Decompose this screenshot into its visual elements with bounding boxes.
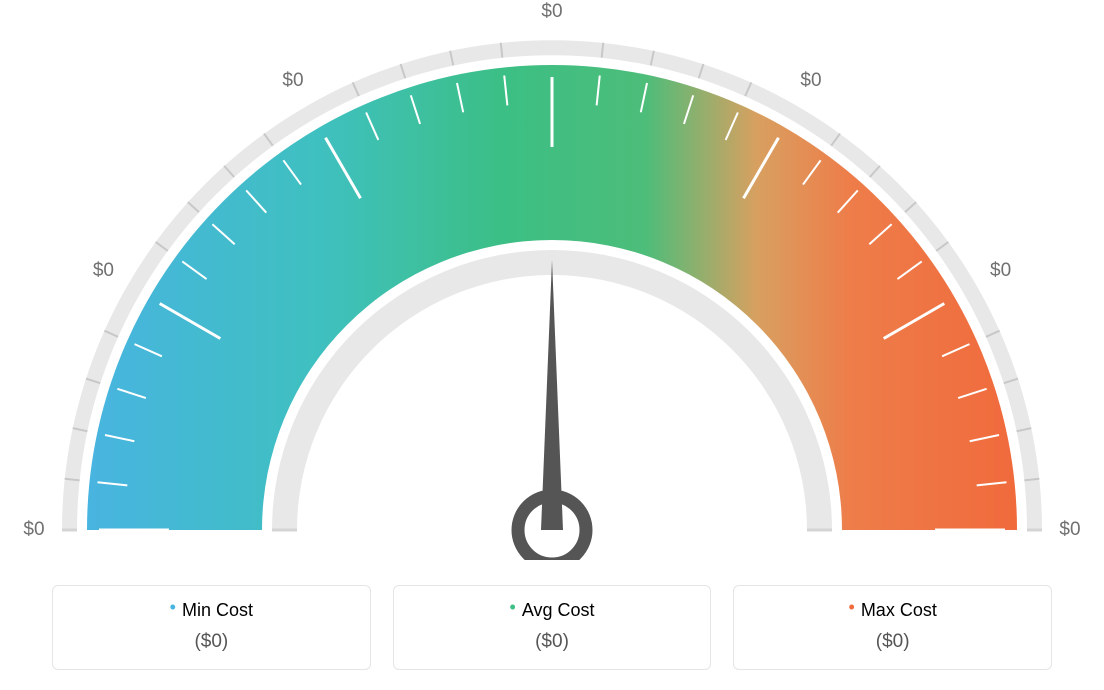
tick-label: $0 [23,519,44,541]
legend-value-min: ($0) [63,631,360,653]
legend-row: • Min Cost ($0) • Avg Cost ($0) • Max Cost … [52,585,1052,670]
legend-label-avg: • Avg Cost [404,600,701,621]
legend-value-max: ($0) [744,631,1041,653]
tick-label: $0 [93,260,114,282]
legend-label-min-text: Min Cost [182,600,253,620]
legend-label-avg-text: Avg Cost [522,600,595,620]
legend-label-max: • Max Cost [744,600,1041,621]
legend-label-min: • Min Cost [63,600,360,621]
tick-label: $0 [990,260,1011,282]
tick-label: $0 [1059,519,1080,541]
legend-dot-avg: • [510,597,516,618]
tick-label: $0 [800,70,821,92]
legend-value-avg: ($0) [404,631,701,653]
tick-label: $0 [541,1,562,23]
legend-label-max-text: Max Cost [861,600,937,620]
tick-label: $0 [282,70,303,92]
cost-gauge-widget: $0 $0 $0 $0 $0 $0 $0 • Min Cost ($0) • Avg Cost … [0,0,1104,690]
gauge-area: $0 $0 $0 $0 $0 $0 $0 [0,0,1104,560]
legend-card-min: • Min Cost ($0) [52,585,371,670]
legend-card-avg: • Avg Cost ($0) [393,585,712,670]
legend-card-max: • Max Cost ($0) [733,585,1052,670]
gauge-svg [0,0,1104,560]
legend-dot-min: • [170,597,176,618]
legend-dot-max: • [849,597,855,618]
